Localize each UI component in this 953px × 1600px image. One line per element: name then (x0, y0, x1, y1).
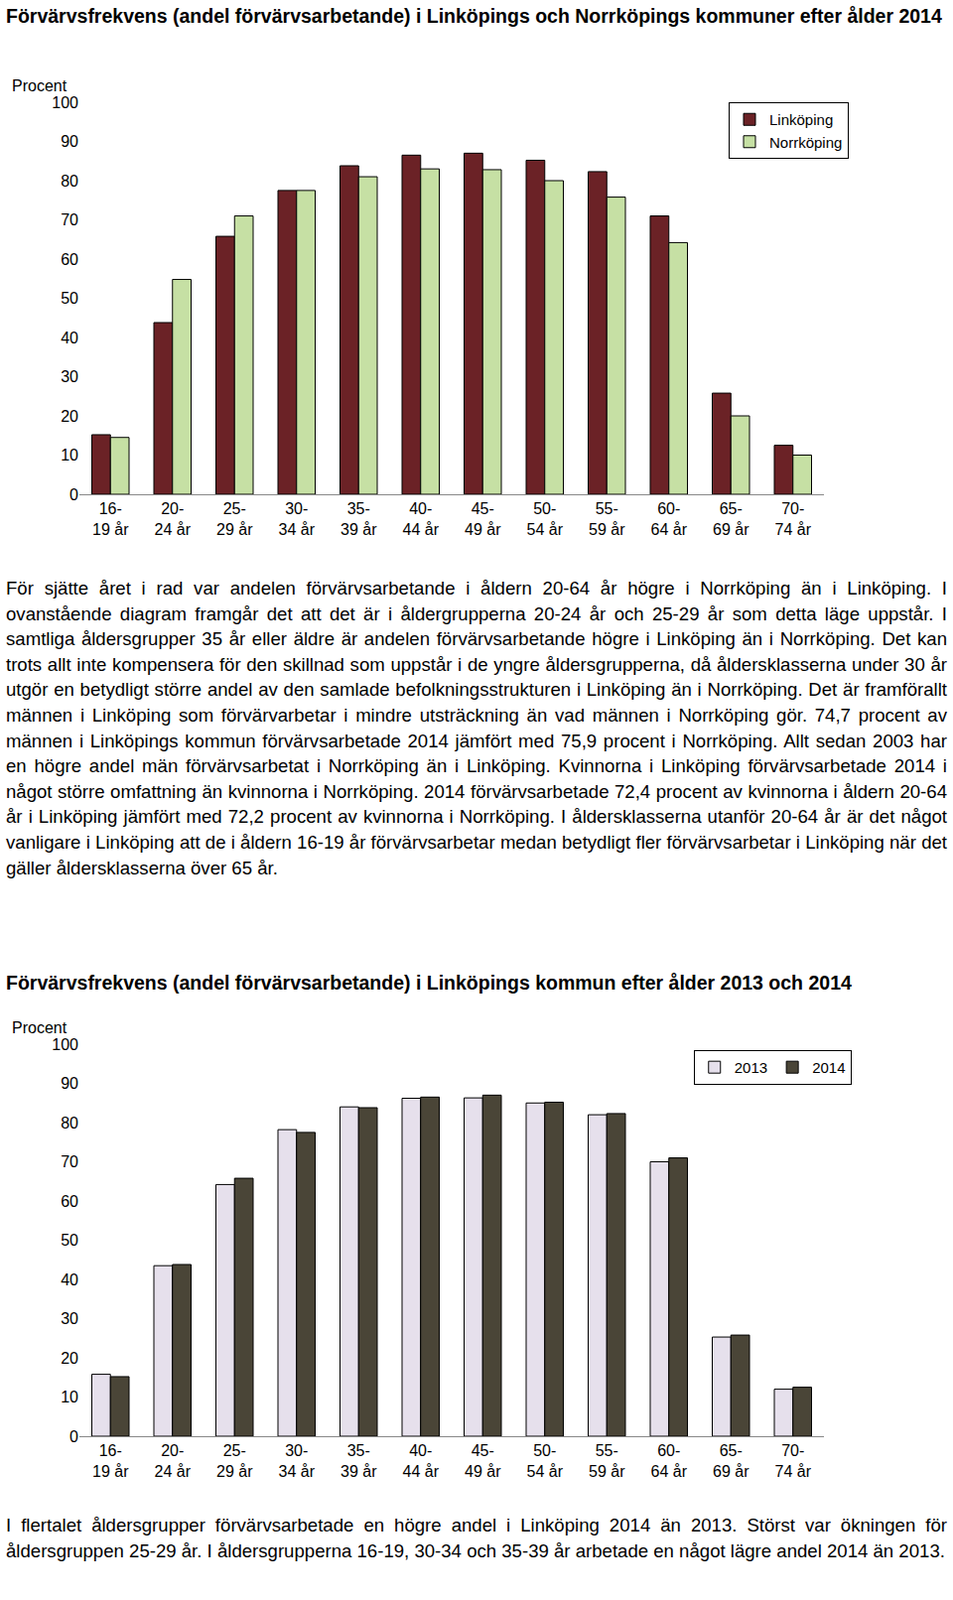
svg-text:40: 40 (60, 1271, 79, 1289)
svg-text:35-39 år: 35-39 år (340, 500, 378, 539)
svg-text:30-34 år: 30-34 år (278, 1442, 316, 1481)
svg-text:50-54 år: 50-54 år (527, 1442, 564, 1481)
svg-text:10: 10 (60, 446, 79, 464)
svg-text:Procent: Procent (11, 77, 68, 95)
svg-text:2014: 2014 (812, 1059, 845, 1077)
html-text:I flertalet åldersgrupper förv: I flertalet åldersgrupper förvärvsarbeta… (5, 1514, 948, 1562)
svg-text:55-59 år: 55-59 år (588, 1442, 626, 1481)
html-text:Förvärvsfrekvens (andel förvär: Förvärvsfrekvens (andel förvärvsarbetand… (5, 971, 852, 994)
svg-text:30: 30 (60, 368, 79, 386)
svg-text:Norrköping: Norrköping (769, 134, 842, 151)
svg-text:60-64 år: 60-64 år (651, 1442, 688, 1481)
svg-text:40-44 år: 40-44 år (403, 1442, 440, 1481)
svg-text:20: 20 (60, 1350, 79, 1367)
svg-text:30-34 år: 30-34 år (278, 500, 316, 539)
svg-text:50: 50 (60, 1231, 79, 1249)
svg-text:35-39 år: 35-39 år (340, 1442, 378, 1481)
svg-text:90: 90 (60, 133, 79, 150)
svg-text:45-49 år: 45-49 år (464, 500, 502, 539)
svg-text:70: 70 (60, 211, 79, 229)
svg-text:100: 100 (51, 94, 79, 112)
svg-text:20-24 år: 20-24 år (154, 1442, 192, 1481)
svg-text:25-29 år: 25-29 år (216, 1442, 254, 1481)
svg-text:Procent: Procent (11, 1019, 68, 1037)
svg-text:65-69 år: 65-69 år (712, 500, 750, 539)
svg-text:2013: 2013 (734, 1059, 768, 1077)
svg-text:100: 100 (51, 1036, 79, 1054)
svg-text:55-59 år: 55-59 år (588, 500, 626, 539)
svg-text:16-19 år: 16-19 år (92, 500, 130, 539)
svg-text:50: 50 (60, 289, 79, 307)
svg-text:30: 30 (60, 1310, 79, 1328)
svg-text:45-49 år: 45-49 år (464, 1442, 502, 1481)
svg-text:20-24 år: 20-24 år (154, 500, 192, 539)
html-text:För sjätte året i rad var ande: För sjätte året i rad var andelen förvär… (5, 577, 948, 879)
svg-text:Linköping: Linköping (769, 111, 833, 129)
svg-text:80: 80 (60, 172, 79, 190)
svg-text:60: 60 (60, 251, 79, 269)
svg-text:70: 70 (60, 1153, 79, 1171)
svg-text:25-29 år: 25-29 år (216, 500, 254, 539)
svg-text:20: 20 (60, 408, 79, 425)
svg-text:70-74 år: 70-74 år (775, 1442, 813, 1481)
svg-text:65-69 år: 65-69 år (712, 1442, 750, 1481)
svg-text:40: 40 (60, 329, 79, 347)
svg-text:60: 60 (60, 1193, 79, 1211)
svg-text:50-54 år: 50-54 år (527, 500, 564, 539)
svg-text:0: 0 (69, 486, 79, 504)
svg-text:80: 80 (60, 1114, 79, 1132)
html-text:Förvärvsfrekvens (andel förvär: Förvärvsfrekvens (andel förvärvsarbetand… (5, 4, 942, 27)
svg-text:60-64 år: 60-64 år (651, 500, 688, 539)
svg-text:16-19 år: 16-19 år (92, 1442, 130, 1481)
svg-text:0: 0 (69, 1428, 79, 1446)
svg-text:10: 10 (60, 1388, 79, 1406)
svg-text:40-44 år: 40-44 år (403, 500, 440, 539)
svg-text:70-74 år: 70-74 år (775, 500, 813, 539)
svg-text:90: 90 (60, 1075, 79, 1092)
